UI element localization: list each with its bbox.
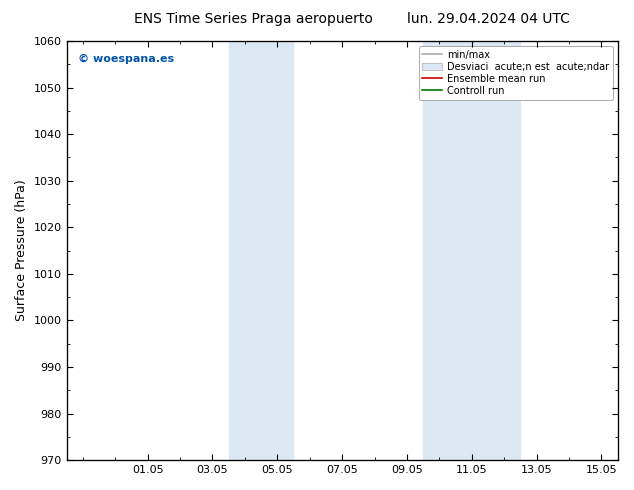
Text: ENS Time Series Praga aeropuerto: ENS Time Series Praga aeropuerto: [134, 12, 373, 26]
Text: lun. 29.04.2024 04 UTC: lun. 29.04.2024 04 UTC: [407, 12, 569, 26]
Text: © woespana.es: © woespana.es: [77, 53, 174, 64]
Bar: [229, 41, 294, 460]
Y-axis label: Surface Pressure (hPa): Surface Pressure (hPa): [15, 180, 28, 321]
Bar: [423, 41, 521, 460]
Legend: min/max, Desviaci  acute;n est  acute;ndar, Ensemble mean run, Controll run: min/max, Desviaci acute;n est acute;ndar…: [418, 46, 613, 99]
